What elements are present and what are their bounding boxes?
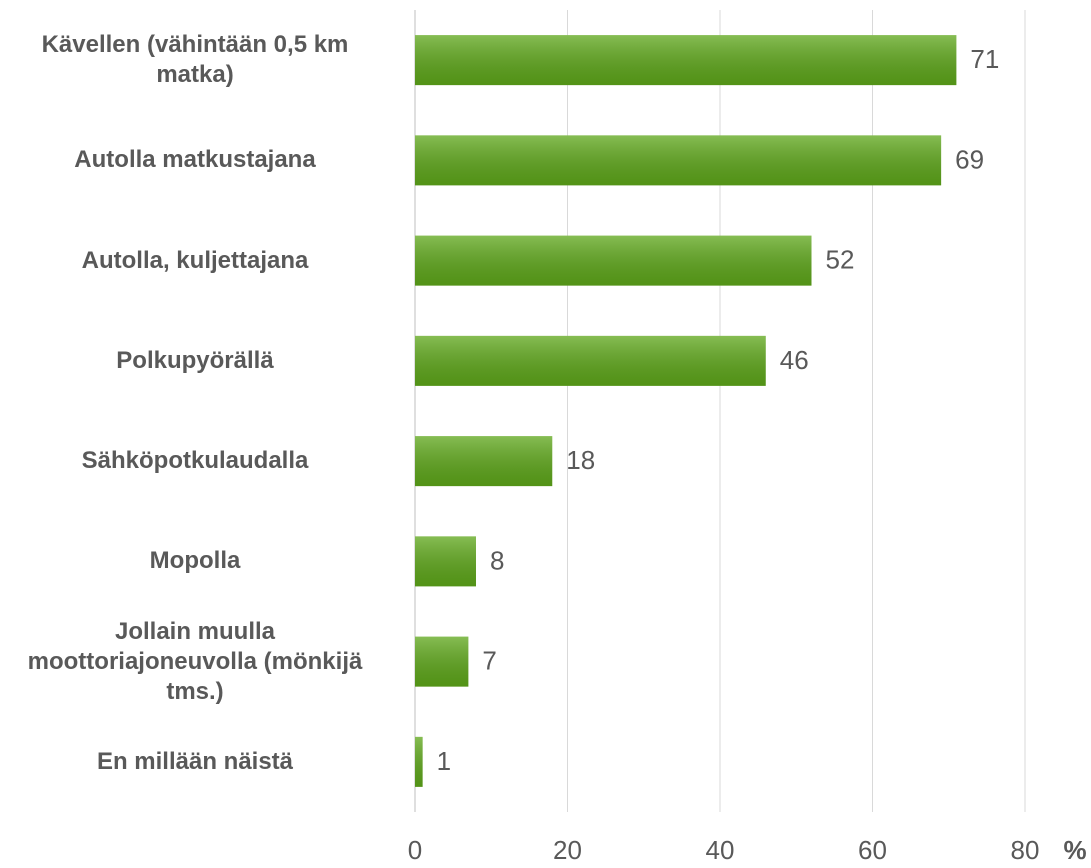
value-label: 8: [490, 545, 504, 575]
bar-shine: [415, 235, 812, 286]
x-tick-label: 60: [858, 835, 887, 865]
x-tick-label: 20: [553, 835, 582, 865]
value-label: 52: [826, 245, 855, 275]
bar-shine: [415, 536, 476, 587]
value-label: 71: [970, 44, 999, 74]
bar-shine: [415, 35, 957, 86]
y-tick-label: Mopolla: [149, 547, 241, 575]
y-tick-label: Sähköpotkulaudalla: [81, 447, 309, 475]
bar-shine: [415, 335, 766, 386]
y-tick-label: Polkupyörällä: [116, 346, 274, 374]
x-tick-label: 40: [706, 835, 735, 865]
y-tick-label: Jollain muulla moottoriajoneuvolla (mönk…: [27, 617, 363, 705]
bar-shine: [415, 135, 942, 186]
value-label: 69: [955, 144, 984, 174]
value-label: 1: [437, 746, 451, 776]
bar-shine: [415, 636, 469, 687]
y-tick-label: Kävellen (vähintään 0,5 km matka): [41, 31, 349, 89]
x-tick-label: 80: [1011, 835, 1040, 865]
x-tick-label: 0: [408, 835, 422, 865]
value-label: 18: [566, 445, 595, 475]
value-label: 7: [482, 646, 496, 676]
y-tick-label: En millään näistä: [96, 747, 294, 775]
y-tick-label: Autolla matkustajana: [74, 146, 316, 174]
value-label: 46: [780, 345, 809, 375]
bar-shine: [415, 736, 423, 787]
bar-shine: [415, 436, 553, 487]
y-tick-label: Autolla, kuljettajana: [81, 246, 309, 274]
x-axis-label: %: [1063, 835, 1086, 865]
